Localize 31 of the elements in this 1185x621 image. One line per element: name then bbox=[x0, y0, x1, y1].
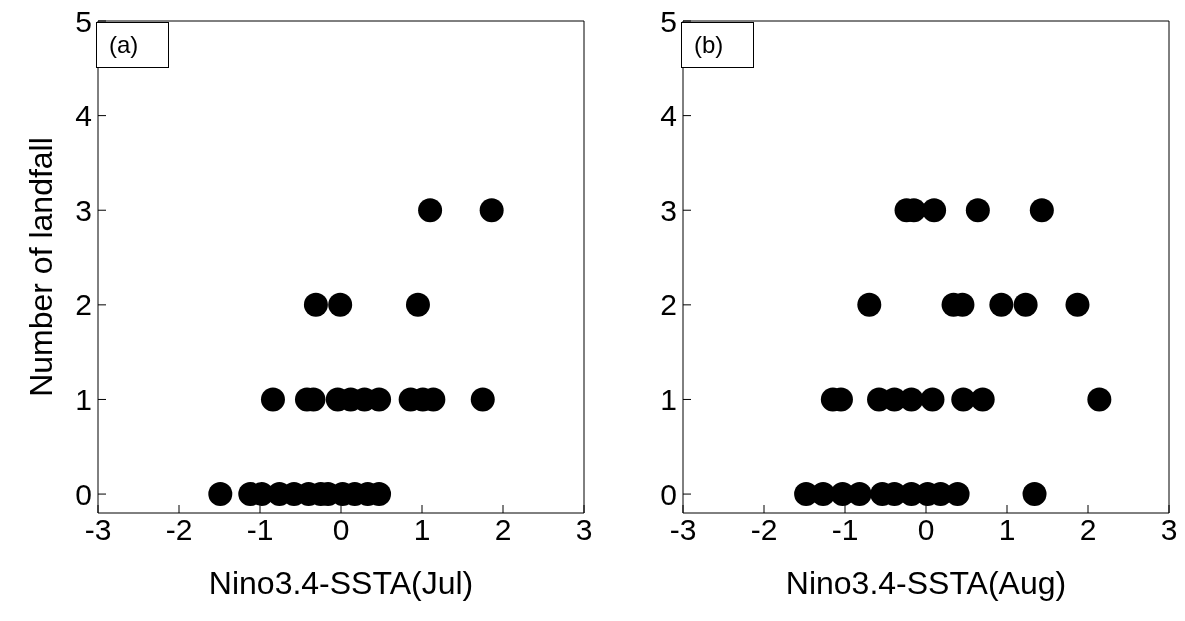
y-tick-label: 1 bbox=[75, 383, 92, 417]
x-tick-label: 3 bbox=[1160, 513, 1178, 547]
y-tick-label: 4 bbox=[75, 99, 92, 133]
x-axis-title: Nino3.4-SSTA(Jul) bbox=[208, 565, 474, 601]
y-tick-label: 0 bbox=[660, 477, 677, 511]
annotation: (a) bbox=[96, 22, 170, 68]
x-tick-label: 2 bbox=[1079, 513, 1097, 547]
x-tick-label: 0 bbox=[332, 513, 350, 547]
x-tick-label: 1 bbox=[998, 513, 1016, 547]
annotation: (b) bbox=[681, 22, 755, 68]
x-tick-label: 0 bbox=[917, 513, 935, 547]
y-tick-label: 4 bbox=[660, 99, 677, 133]
y-tick-label: 5 bbox=[660, 4, 677, 38]
x-tick-label: 1 bbox=[413, 513, 431, 547]
y-tick-label: 3 bbox=[660, 193, 677, 227]
x-tick-label: -2 bbox=[165, 513, 193, 547]
x-tick-label: -1 bbox=[831, 513, 859, 547]
y-tick-label: 0 bbox=[75, 477, 92, 511]
x-tick-label: -3 bbox=[84, 513, 112, 547]
y-tick-label: 2 bbox=[75, 288, 92, 322]
y-tick-label: 2 bbox=[660, 288, 677, 322]
y-tick-label: 5 bbox=[75, 4, 92, 38]
y-axis-title: Number of landfall bbox=[23, 137, 60, 397]
x-tick-label: -3 bbox=[669, 513, 697, 547]
x-tick-label: 3 bbox=[575, 513, 593, 547]
x-tick-label: -2 bbox=[750, 513, 778, 547]
y-tick-label: 1 bbox=[660, 383, 677, 417]
x-tick-label: 2 bbox=[494, 513, 512, 547]
y-tick-label: 3 bbox=[75, 193, 92, 227]
x-tick-label: -1 bbox=[246, 513, 274, 547]
x-axis-title: Nino3.4-SSTA(Aug) bbox=[785, 565, 1067, 601]
